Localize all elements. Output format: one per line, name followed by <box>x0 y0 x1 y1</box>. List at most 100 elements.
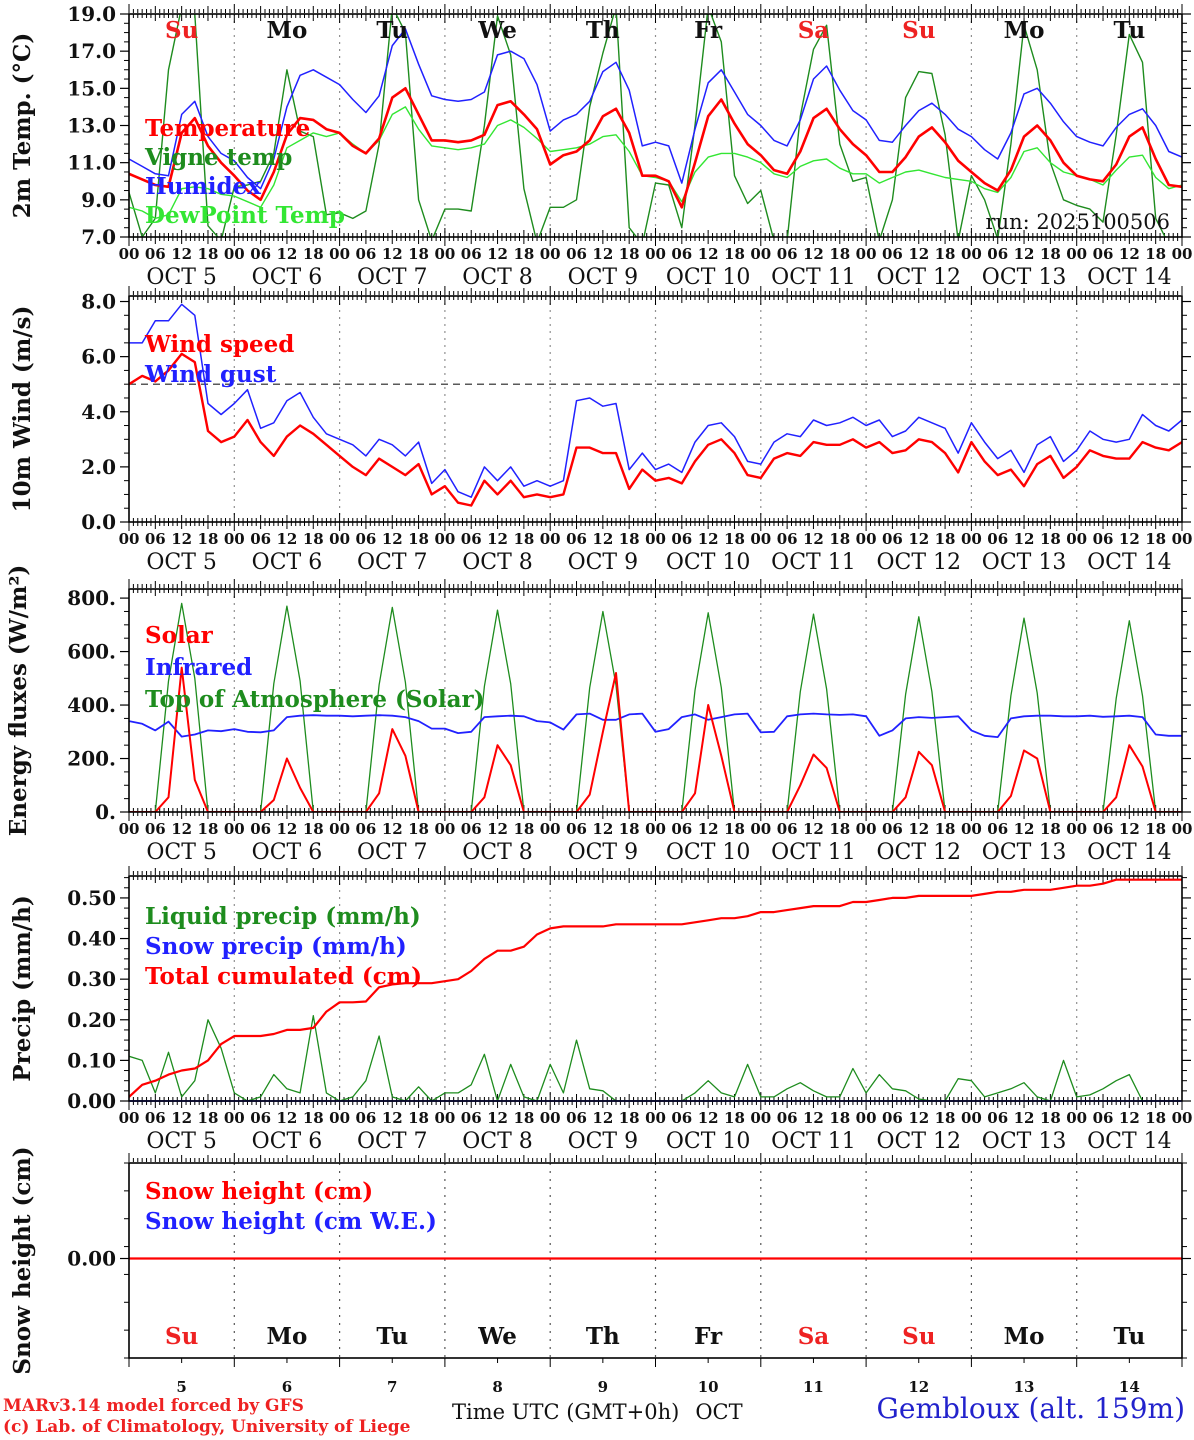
panel-energy-fluxes: 0. 200. 400. 600. 800. Solar Infrared Top of At… <box>5 565 1192 865</box>
date-label-oct-8: OCT 8 <box>462 840 533 865</box>
day-number-label: 11 <box>803 1378 824 1396</box>
x-tick-label: 18 <box>513 530 534 548</box>
day-number-label: 6 <box>282 1378 292 1396</box>
date-label-oct-14: OCT 14 <box>1087 265 1172 290</box>
legend-vigne-temp: Vigne temp <box>144 144 292 171</box>
day-of-week-label: Th <box>586 1323 620 1350</box>
x-tick-label: 12 <box>698 245 719 263</box>
x-tick-label: 06 <box>461 245 482 263</box>
x-tick-label: 06 <box>250 820 271 838</box>
x-tick-label: 18 <box>1040 245 1061 263</box>
date-label-oct-5: OCT 5 <box>146 1129 217 1154</box>
legend-snow-height-cm-w-e: Snow height (cm W.E.) <box>145 1208 437 1235</box>
x-tick-label: 00 <box>645 245 666 263</box>
x-tick-label: 06 <box>250 245 271 263</box>
legend-liquid-precip-mm-h: Liquid precip (mm/h) <box>145 903 421 930</box>
x-tick-label: 18 <box>1040 1109 1061 1127</box>
x-tick-label: 12 <box>803 820 824 838</box>
date-label-oct-12: OCT 12 <box>876 265 961 290</box>
x-tick-label: 18 <box>303 530 324 548</box>
x-tick-label: 12 <box>171 820 192 838</box>
day-of-week-label: Mo <box>267 1323 308 1350</box>
series-top-of-atmosphere-solar <box>129 602 1182 812</box>
x-tick-label: 00 <box>540 820 561 838</box>
day-of-week-label: Tu <box>1113 17 1145 44</box>
day-number-label: 9 <box>598 1378 608 1396</box>
x-tick-label: 06 <box>882 245 903 263</box>
x-tick-label: 06 <box>355 1109 376 1127</box>
x-tick-label: 18 <box>829 820 850 838</box>
x-tick-label: 12 <box>1119 245 1140 263</box>
y-ticks <box>120 300 1191 523</box>
x-tick-label: 00 <box>750 530 771 548</box>
y-tick-label: 0.30 <box>67 967 116 991</box>
date-label-oct-14: OCT 14 <box>1087 840 1172 865</box>
x-tick-label: 18 <box>303 245 324 263</box>
date-label-oct-8: OCT 8 <box>462 265 533 290</box>
x-tick-label: 12 <box>1119 1109 1140 1127</box>
x-tick-label: 06 <box>461 820 482 838</box>
x-tick-label: 06 <box>777 245 798 263</box>
x-tick-label: 18 <box>935 1109 956 1127</box>
x-tick-label: 18 <box>935 820 956 838</box>
legend-humidex: Humidex <box>145 173 261 200</box>
y-tick-label: 200. <box>67 747 116 771</box>
series-liquid-precip <box>129 1015 1182 1101</box>
x-tick-label: 18 <box>619 1109 640 1127</box>
y-tick-label: 4.0 <box>81 400 116 424</box>
date-label-oct-11: OCT 11 <box>771 550 856 575</box>
x-tick-label: 06 <box>566 245 587 263</box>
x-tick-label: 06 <box>461 530 482 548</box>
x-tick-label: 06 <box>250 530 271 548</box>
x-tick-label: 06 <box>777 530 798 548</box>
x-tick-label: 00 <box>434 1109 455 1127</box>
hour-ticks <box>128 1153 1183 1162</box>
series-humidex <box>129 28 1182 190</box>
y-ticks <box>120 597 1191 813</box>
panel-frame <box>128 295 1183 523</box>
y-tick-label: 400. <box>67 693 116 717</box>
x-tick-label: 06 <box>882 1109 903 1127</box>
x-tick-label: 00 <box>645 530 666 548</box>
station-label: Gembloux (alt. 159m) <box>876 1392 1186 1425</box>
x-tick-label: 12 <box>592 820 613 838</box>
y-minor-ticks <box>124 314 1187 509</box>
day-of-week-label: Su <box>165 17 198 44</box>
series-temperature <box>129 87 1182 209</box>
month-label: OCT <box>695 1400 743 1424</box>
x-tick-label: 00 <box>961 1109 982 1127</box>
x-tick-label: 00 <box>540 245 561 263</box>
y-tick-label: 15.0 <box>67 76 116 100</box>
x-tick-label: 12 <box>171 1109 192 1127</box>
y-tick-label: 19.0 <box>67 2 116 26</box>
date-label-oct-6: OCT 6 <box>252 550 323 575</box>
x-tick-label: 18 <box>513 820 534 838</box>
x-tick-label: 12 <box>382 245 403 263</box>
x-tick-label: 06 <box>566 1109 587 1127</box>
x-tick-label: 12 <box>698 530 719 548</box>
x-tick-label: 00 <box>1172 530 1193 548</box>
date-label-oct-13: OCT 13 <box>982 550 1067 575</box>
x-tick-label: 06 <box>987 530 1008 548</box>
x-tick-label: 18 <box>1145 245 1166 263</box>
x-tick-label: 06 <box>145 1109 166 1127</box>
date-label-oct-11: OCT 11 <box>771 840 856 865</box>
series-solar <box>129 666 1182 812</box>
x-tick-label: 00 <box>329 530 350 548</box>
x-tick-label: 12 <box>487 820 508 838</box>
x-tick-label: 00 <box>1066 530 1087 548</box>
x-tick-label: 00 <box>1172 820 1193 838</box>
x-tick-label: 06 <box>1093 820 1114 838</box>
date-label-oct-7: OCT 7 <box>357 265 428 290</box>
x-tick-label: 06 <box>145 820 166 838</box>
panel-frame <box>128 13 1183 238</box>
x-tick-label: 06 <box>987 245 1008 263</box>
x-tick-label: 12 <box>908 1109 929 1127</box>
x-tick-label: 12 <box>382 1109 403 1127</box>
x-tick-label: 00 <box>119 530 140 548</box>
x-tick-label: 00 <box>1066 1109 1087 1127</box>
x-tick-label: 18 <box>935 530 956 548</box>
y-tick-label: 0. <box>95 800 116 824</box>
y-ticks <box>120 13 1191 238</box>
